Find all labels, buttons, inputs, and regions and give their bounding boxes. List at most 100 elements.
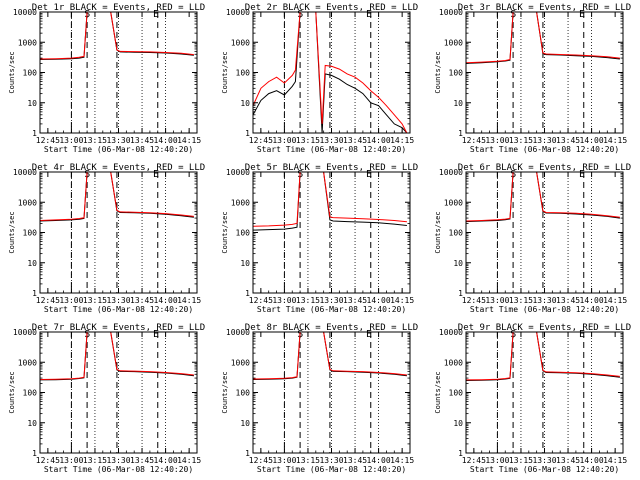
y-tick-label: 1000 xyxy=(444,38,463,47)
x-tick-label: 14:00 xyxy=(580,136,604,145)
x-axis-label: Start Time (06-Mar-08 12:40:20) xyxy=(470,465,619,474)
x-tick-label: 13:45 xyxy=(556,456,580,465)
x-tick-label: 14:15 xyxy=(177,136,201,145)
y-tick-label: 100 xyxy=(449,229,464,238)
x-tick-label: 14:00 xyxy=(580,456,604,465)
e-marker-label: E xyxy=(366,9,372,20)
y-tick-label: 10 xyxy=(240,99,250,108)
panel-title: Det 8r BLACK = Events, RED = LLD xyxy=(245,323,418,333)
y-tick-label: 100 xyxy=(23,69,38,78)
series-line-events xyxy=(40,12,194,60)
y-tick-label: 1000 xyxy=(444,198,463,207)
series-line-events xyxy=(466,172,620,223)
x-tick-label: 14:15 xyxy=(603,456,627,465)
x-axis-label: Start Time (06-Mar-08 12:40:20) xyxy=(44,305,193,314)
x-tick-label: 14:15 xyxy=(390,456,414,465)
x-tick-label: 14:00 xyxy=(154,136,178,145)
panel-title: Det 1r BLACK = Events, RED = LLD xyxy=(32,3,205,13)
x-tick-label: 13:00 xyxy=(485,136,509,145)
y-tick-label: 10000 xyxy=(439,168,463,177)
x-tick-label: 13:30 xyxy=(106,456,130,465)
x-tick-label: 12:45 xyxy=(462,456,486,465)
x-tick-label: 13:15 xyxy=(509,136,533,145)
e-marker-label: E xyxy=(153,9,159,20)
y-tick-label: 1000 xyxy=(18,358,37,367)
series-line-events xyxy=(40,172,194,222)
y-axis-label: Counts/sec xyxy=(8,51,16,93)
y-tick-label: 1 xyxy=(458,449,463,458)
x-tick-label: 13:15 xyxy=(83,456,107,465)
panel-title: Det 4r BLACK = Events, RED = LLD xyxy=(32,163,205,173)
y-tick-label: 10000 xyxy=(13,328,37,337)
y-tick-label: 100 xyxy=(23,229,38,238)
y-axis-label: Counts/sec xyxy=(221,51,229,93)
y-tick-label: 10000 xyxy=(13,168,37,177)
x-tick-label: 13:15 xyxy=(83,136,107,145)
y-tick-label: 1 xyxy=(458,129,463,138)
y-tick-label: 100 xyxy=(449,69,464,78)
y-tick-label: 100 xyxy=(236,389,251,398)
x-tick-label: 12:45 xyxy=(36,456,60,465)
y-axis-label: Counts/sec xyxy=(434,371,442,413)
x-tick-label: 13:30 xyxy=(106,296,130,305)
y-tick-label: 100 xyxy=(236,229,251,238)
y-tick-label: 1000 xyxy=(18,198,37,207)
y-tick-label: 10000 xyxy=(439,328,463,337)
x-tick-label: 14:00 xyxy=(367,456,391,465)
e-marker-label: E xyxy=(579,329,585,340)
panel-title: Det 3r BLACK = Events, RED = LLD xyxy=(458,3,631,13)
series-line-lld xyxy=(466,172,620,222)
y-axis-label: Counts/sec xyxy=(434,51,442,93)
x-tick-label: 13:15 xyxy=(296,456,320,465)
y-tick-label: 1000 xyxy=(231,358,250,367)
x-tick-label: 13:30 xyxy=(319,136,343,145)
x-tick-label: 13:00 xyxy=(272,456,296,465)
x-tick-label: 14:15 xyxy=(390,136,414,145)
y-tick-label: 10000 xyxy=(226,328,250,337)
y-tick-label: 10 xyxy=(453,99,463,108)
y-tick-label: 10000 xyxy=(439,8,463,17)
y-tick-label: 10 xyxy=(27,99,37,108)
x-axis-label: Start Time (06-Mar-08 12:40:20) xyxy=(470,145,619,154)
y-tick-label: 100 xyxy=(236,69,251,78)
x-tick-label: 12:45 xyxy=(36,136,60,145)
x-tick-label: 13:00 xyxy=(59,296,83,305)
x-tick-label: 14:15 xyxy=(177,296,201,305)
y-tick-label: 10000 xyxy=(13,8,37,17)
y-tick-label: 1000 xyxy=(18,38,37,47)
x-tick-label: 13:30 xyxy=(319,296,343,305)
x-tick-label: 13:15 xyxy=(509,296,533,305)
x-tick-label: 13:15 xyxy=(296,136,320,145)
x-tick-label: 13:30 xyxy=(532,456,556,465)
e-marker-label: E xyxy=(579,169,585,180)
x-tick-label: 14:15 xyxy=(177,456,201,465)
y-tick-label: 10 xyxy=(240,419,250,428)
x-tick-label: 14:00 xyxy=(154,456,178,465)
x-tick-label: 13:45 xyxy=(343,456,367,465)
y-tick-label: 10 xyxy=(27,259,37,268)
y-axis-label: Counts/sec xyxy=(8,211,16,253)
x-tick-label: 13:45 xyxy=(556,136,580,145)
x-tick-label: 12:45 xyxy=(249,296,273,305)
panel-title: Det 9r BLACK = Events, RED = LLD xyxy=(458,323,631,333)
x-tick-label: 13:00 xyxy=(272,296,296,305)
y-axis-label: Counts/sec xyxy=(221,371,229,413)
e-marker-label: E xyxy=(366,169,372,180)
panel-title: Det 2r BLACK = Events, RED = LLD xyxy=(245,3,418,13)
y-tick-label: 10 xyxy=(453,419,463,428)
x-tick-label: 13:45 xyxy=(130,456,154,465)
x-tick-label: 14:00 xyxy=(367,136,391,145)
series-line-lld xyxy=(466,332,620,381)
x-tick-label: 14:15 xyxy=(603,136,627,145)
series-line-lld xyxy=(40,332,194,380)
y-tick-label: 1 xyxy=(32,449,37,458)
e-marker-label: E xyxy=(579,9,585,20)
x-tick-label: 14:00 xyxy=(580,296,604,305)
x-tick-label: 13:30 xyxy=(532,136,556,145)
